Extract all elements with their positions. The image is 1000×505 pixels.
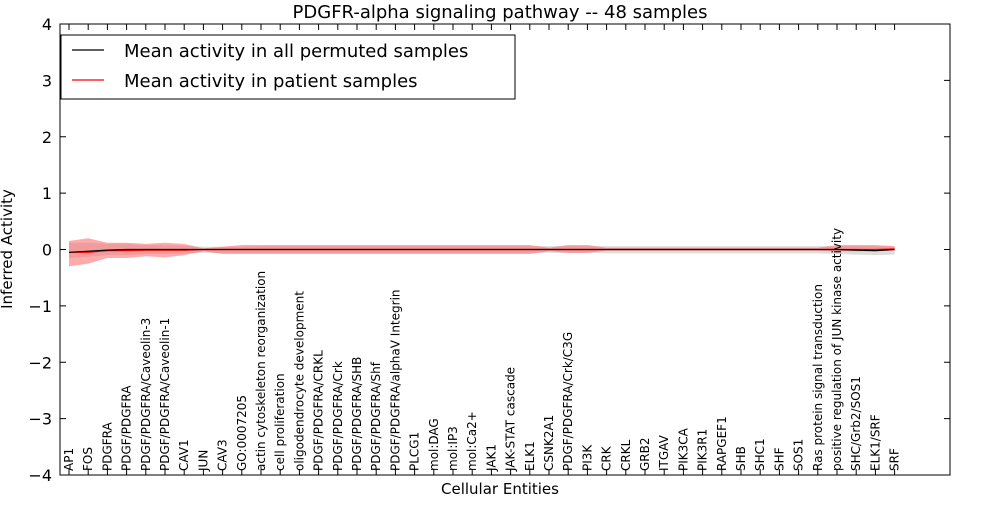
- x-tick-label: GO:0007205: [235, 395, 249, 471]
- x-tick-label: mol:DAG: [427, 418, 441, 471]
- y-tick-label: 2: [42, 128, 52, 147]
- x-tick-label: CSNK2A1: [542, 415, 556, 471]
- y-tick-label: 4: [42, 15, 52, 34]
- x-tick-label: JUN: [196, 450, 210, 472]
- x-tick-label: PDGF/PDGFRA/Shf: [369, 361, 383, 471]
- legend-label-permuted: Mean activity in all permuted samples: [124, 41, 468, 62]
- x-tick-label: oligodendrocyte development: [292, 291, 306, 471]
- x-tick-label: PLCG1: [408, 432, 422, 471]
- x-tick-label: SHB: [734, 446, 748, 471]
- x-tick-label: mol:IP3: [446, 426, 460, 471]
- y-axis: −4 −3 −2 −1 0 1 2 3 4: [28, 15, 950, 485]
- x-tick-label: PIK3CA: [676, 427, 690, 471]
- x-tick-label: CRKL: [619, 439, 633, 471]
- x-tick-label: JAK1: [484, 444, 498, 472]
- x-tick-label: ELK1/SRF: [868, 414, 882, 471]
- x-tick-label: ITGAV: [657, 434, 671, 471]
- x-tick-label: PDGF/PDGFRA/alphaV Integrin: [388, 289, 402, 471]
- x-tick-label: JAK-STAT cascade: [504, 367, 518, 472]
- x-tick-label: SHC/Grb2/SOS1: [849, 376, 863, 471]
- x-axis: AP1 FOS PDGFRA PDGF/PDGFRA PDGF/PDGFRA/Caveo…: [62, 24, 902, 475]
- line-layer: [68, 248, 895, 253]
- x-tick-label: PDGF/PDGFRA/Crk: [331, 361, 345, 471]
- x-tick-label: cell proliferation: [273, 373, 287, 471]
- x-axis-title: Cellular Entities: [441, 480, 559, 498]
- band-layer: [69, 238, 895, 267]
- y-tick-label: 0: [42, 241, 52, 260]
- chart-title: PDGFR-alpha signaling pathway -- 48 samp…: [293, 2, 708, 23]
- x-tick-label: SHF: [772, 447, 786, 471]
- x-tick-label: PDGF/PDGFRA/CRKL: [312, 350, 326, 471]
- x-tick-label: FOS: [81, 447, 95, 471]
- y-axis-title: Inferred Activity: [0, 189, 16, 309]
- x-tick-label: actin cytoskeleton reorganization: [254, 271, 268, 471]
- legend-label-patient: Mean activity in patient samples: [124, 71, 418, 92]
- x-tick-label: PDGF/PDGFRA: [120, 385, 134, 471]
- x-tick-label: PDGF/PDGFRA/SHB: [350, 357, 364, 471]
- x-tick-label: PDGF/PDGFRA/Caveolin-1: [158, 318, 172, 471]
- x-tick-label: SOS1: [792, 439, 806, 471]
- x-tick-label: PIK3R1: [696, 429, 710, 471]
- x-tick-label: PDGFRA: [100, 421, 114, 471]
- legend-box: [60, 34, 516, 100]
- x-tick-label: SHC1: [753, 438, 767, 471]
- x-tick-label: RAPGEF1: [715, 416, 729, 471]
- series-line-permuted: [68, 248, 895, 253]
- y-tick-label: −4: [28, 466, 52, 485]
- x-tick-label: PI3K: [580, 444, 594, 471]
- y-tick-label: −3: [28, 410, 52, 429]
- x-tick-label: SRF: [888, 448, 902, 471]
- x-tick-label: PDGF/PDGFRA/Crk/C3G: [561, 332, 575, 471]
- x-tick-label: AP1: [62, 448, 76, 471]
- y-tick-label: −1: [28, 297, 52, 316]
- x-tick-label: CRK: [600, 445, 614, 471]
- y-tick-label: −2: [28, 353, 52, 372]
- band-patient: [69, 238, 895, 267]
- y-tick-label: 3: [42, 71, 52, 90]
- legend: Mean activity in all permuted samples Me…: [60, 34, 516, 100]
- y-tick-label: 1: [42, 184, 52, 203]
- x-tick-label: CAV3: [216, 439, 230, 471]
- x-tick-label: GRB2: [638, 437, 652, 471]
- x-tick-label: PDGF/PDGFRA/Caveolin-3: [139, 318, 153, 471]
- x-tick-label: Ras protein signal transduction: [811, 284, 825, 471]
- x-tick-label: positive regulation of JUN kinase activi…: [830, 228, 844, 471]
- x-tick-label: CAV1: [177, 439, 191, 471]
- x-tick-label: mol:Ca2+: [465, 411, 479, 471]
- x-tick-label: ELK1: [523, 441, 537, 471]
